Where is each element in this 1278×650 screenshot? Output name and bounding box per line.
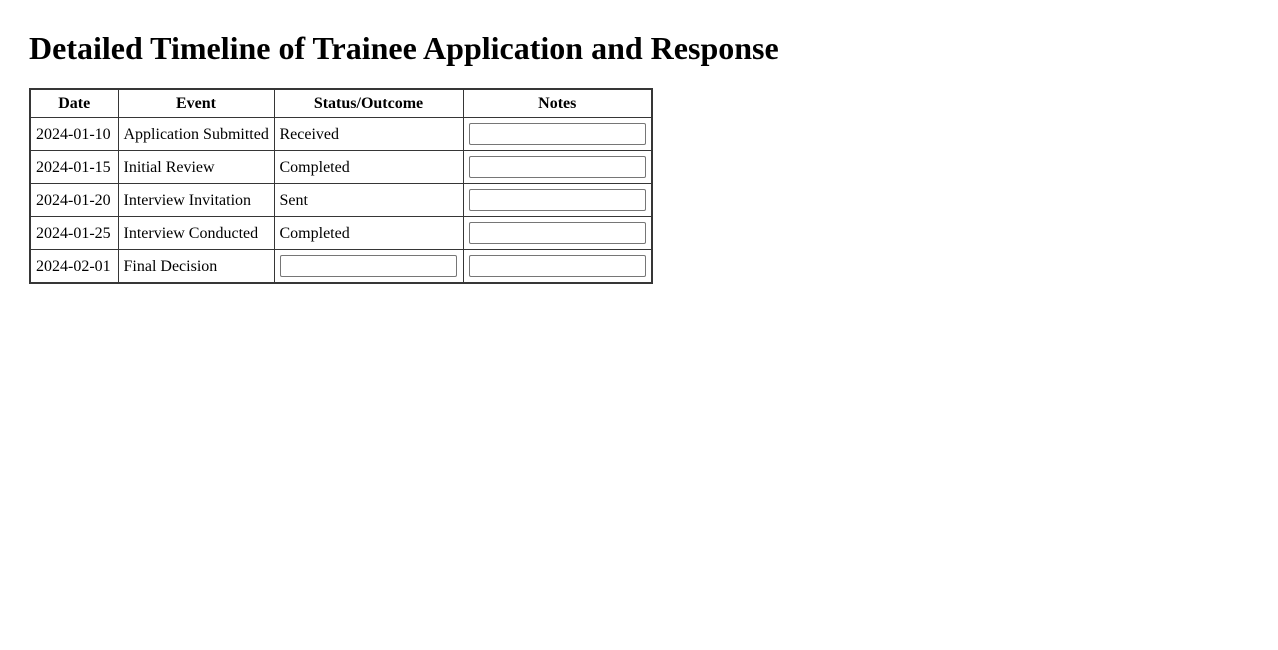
cell-event: Application Submitted bbox=[117, 117, 275, 151]
table-row: 2024-01-15 Initial Review Completed bbox=[29, 150, 653, 184]
cell-date: 2024-01-20 bbox=[29, 183, 119, 217]
table-row: 2024-01-25 Interview Conducted Completed bbox=[29, 216, 653, 250]
status-input[interactable] bbox=[279, 255, 457, 277]
cell-event: Initial Review bbox=[117, 150, 275, 184]
table-row: 2024-01-10 Application Submitted Receive… bbox=[29, 117, 653, 151]
cell-date: 2024-01-25 bbox=[29, 216, 119, 250]
column-header-notes: Notes bbox=[462, 88, 653, 118]
cell-notes bbox=[462, 249, 653, 284]
notes-input[interactable] bbox=[468, 222, 646, 244]
cell-status bbox=[273, 249, 464, 284]
page: Detailed Timeline of Trainee Application… bbox=[0, 0, 1278, 284]
notes-input[interactable] bbox=[468, 189, 646, 211]
table-row: 2024-02-01 Final Decision bbox=[29, 249, 653, 284]
column-header-event: Event bbox=[117, 88, 275, 118]
cell-status: Completed bbox=[273, 150, 464, 184]
cell-event: Interview Conducted bbox=[117, 216, 275, 250]
column-header-status: Status/Outcome bbox=[273, 88, 464, 118]
timeline-table: Date Event Status/Outcome Notes 2024-01-… bbox=[29, 88, 653, 284]
cell-date: 2024-02-01 bbox=[29, 249, 119, 284]
cell-notes bbox=[462, 216, 653, 250]
cell-status: Completed bbox=[273, 216, 464, 250]
cell-date: 2024-01-15 bbox=[29, 150, 119, 184]
cell-status: Received bbox=[273, 117, 464, 151]
notes-input[interactable] bbox=[468, 123, 646, 145]
table-row: 2024-01-20 Interview Invitation Sent bbox=[29, 183, 653, 217]
cell-date: 2024-01-10 bbox=[29, 117, 119, 151]
header-row: Date Event Status/Outcome Notes bbox=[29, 88, 653, 118]
page-title: Detailed Timeline of Trainee Application… bbox=[29, 30, 779, 66]
cell-notes bbox=[462, 150, 653, 184]
cell-status: Sent bbox=[273, 183, 464, 217]
cell-event: Final Decision bbox=[117, 249, 275, 284]
cell-notes bbox=[462, 183, 653, 217]
column-header-date: Date bbox=[29, 88, 119, 118]
cell-event: Interview Invitation bbox=[117, 183, 275, 217]
cell-notes bbox=[462, 117, 653, 151]
notes-input[interactable] bbox=[468, 156, 646, 178]
notes-input[interactable] bbox=[468, 255, 646, 277]
